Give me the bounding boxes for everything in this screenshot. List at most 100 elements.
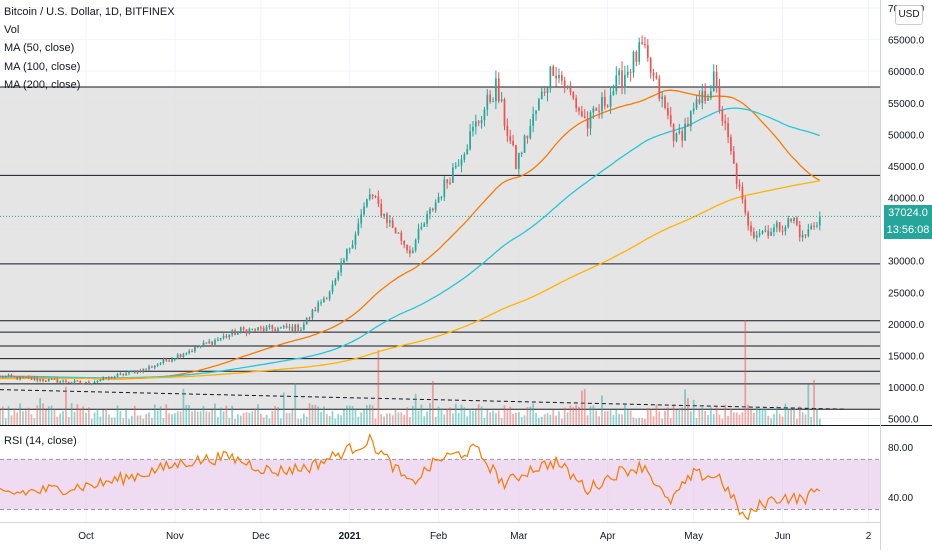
ma-line-200[interactable] xyxy=(0,180,820,380)
symbol-title[interactable]: Bitcoin / U.S. Dollar, 1D, BITFINEX xyxy=(4,6,175,18)
time-axis[interactable]: Oct Nov Dec 2021 Feb Mar Apr May Jun 2 xyxy=(78,531,872,542)
volume-bar xyxy=(626,409,629,425)
rsi-line[interactable] xyxy=(0,432,821,521)
volume-bar xyxy=(727,415,729,425)
volume-bar xyxy=(454,403,457,425)
volume-bar xyxy=(62,411,64,425)
price-tick-label[interactable]: 60000.0 xyxy=(888,67,925,78)
volume-bar xyxy=(228,417,231,425)
volume-bar xyxy=(552,409,555,425)
legend-vol[interactable]: Vol xyxy=(4,24,20,36)
volume-bar xyxy=(678,408,681,425)
candle-body xyxy=(188,351,191,354)
candle-body xyxy=(99,379,102,382)
price-tick-label[interactable]: 40000.0 xyxy=(888,194,925,205)
time-tick-label[interactable]: May xyxy=(684,531,703,542)
volume-bar xyxy=(612,414,615,425)
candle-body xyxy=(712,71,715,92)
price-tick-label[interactable]: 50000.0 xyxy=(888,130,925,141)
volume-bar xyxy=(173,413,176,425)
volume-bar xyxy=(701,407,704,425)
candle-body xyxy=(649,57,652,73)
candle-body xyxy=(804,234,807,236)
candle-body xyxy=(538,99,540,111)
candle-body xyxy=(460,159,463,166)
price-tick-label[interactable]: 65000.0 xyxy=(888,36,925,47)
time-tick-label[interactable]: Feb xyxy=(430,531,448,542)
volume-bar xyxy=(205,411,208,425)
price-tick-label[interactable]: 45000.0 xyxy=(888,162,925,173)
volume-bar xyxy=(13,408,16,425)
volume-bar xyxy=(116,405,119,425)
candle-body xyxy=(22,376,24,378)
candle-body xyxy=(394,227,397,234)
candle-body xyxy=(116,374,119,377)
candle-body xyxy=(156,364,159,366)
candle-body xyxy=(497,78,500,102)
price-tick-label[interactable]: 20000.0 xyxy=(888,320,925,331)
volume-bar xyxy=(615,409,618,425)
candle-body xyxy=(82,383,84,385)
legend-ma50[interactable]: MA (50, close) xyxy=(4,42,75,54)
rsi-tick-label[interactable]: 40.00 xyxy=(888,493,913,504)
time-tick-label[interactable]: Dec xyxy=(252,531,270,542)
price-tick-label[interactable]: 10000.0 xyxy=(888,383,925,394)
bar-countdown: 13:56:08 xyxy=(886,224,930,236)
volume-bar xyxy=(414,393,417,425)
volume-bar xyxy=(219,407,222,425)
candle-body xyxy=(566,85,569,88)
time-tick-label[interactable]: Apr xyxy=(600,531,616,542)
volume-bar xyxy=(374,418,377,425)
volume-bar xyxy=(781,416,784,425)
volume-bar xyxy=(426,411,428,425)
candle-body xyxy=(652,72,655,76)
price-tick-label[interactable]: 25000.0 xyxy=(888,288,925,299)
trend-line[interactable] xyxy=(0,389,846,410)
currency-button[interactable]: USD xyxy=(895,5,923,25)
volume-bar xyxy=(254,408,256,425)
volume-bar xyxy=(784,403,787,425)
volume-bar xyxy=(540,416,543,425)
volume-bar xyxy=(67,417,70,425)
candle-body xyxy=(62,380,64,382)
candle-body xyxy=(228,334,231,338)
volume-bar xyxy=(492,410,494,425)
candle-body xyxy=(486,94,489,110)
volume-bar xyxy=(566,412,569,425)
time-tick-label[interactable]: 2021 xyxy=(339,531,362,542)
volume-bar xyxy=(130,415,133,425)
candle-body xyxy=(813,225,815,227)
rsi-tick-label[interactable]: 80.00 xyxy=(888,443,913,454)
legend-ma100[interactable]: MA (100, close) xyxy=(4,61,81,73)
price-tick-label[interactable]: 55000.0 xyxy=(888,99,925,110)
volume-bar xyxy=(119,411,122,425)
rsi-title[interactable]: RSI (14, close) xyxy=(4,435,77,447)
time-tick-label[interactable]: Nov xyxy=(166,531,184,542)
time-tick-label[interactable]: 2 xyxy=(866,531,872,542)
price-tick-label[interactable]: 15000.0 xyxy=(888,352,925,363)
volume-bar xyxy=(606,410,609,425)
legend-ma200[interactable]: MA (200, close) xyxy=(4,79,81,91)
candle-body xyxy=(469,131,471,149)
volume-bar xyxy=(480,406,483,425)
volume-bar xyxy=(128,418,130,425)
candle-body xyxy=(801,234,804,238)
moving-averages xyxy=(0,89,821,380)
candle-body xyxy=(110,376,113,379)
volume-bar xyxy=(340,415,342,425)
volume-bar xyxy=(22,411,24,425)
volume-bar xyxy=(707,415,709,425)
time-tick-label[interactable]: Mar xyxy=(510,531,528,542)
candle-body xyxy=(454,165,457,168)
time-tick-label[interactable]: Jun xyxy=(774,531,790,542)
time-tick-label[interactable]: Oct xyxy=(78,531,94,542)
ma-line-100[interactable] xyxy=(0,107,821,379)
volume-bar xyxy=(658,411,661,425)
volume-bar xyxy=(406,407,408,425)
price-tick-label[interactable]: 5000.0 xyxy=(888,415,919,426)
volume-bar xyxy=(0,409,1,425)
price-tick-label[interactable]: 30000.0 xyxy=(888,257,925,268)
volume-bar xyxy=(354,408,357,425)
candle-body xyxy=(242,327,245,330)
